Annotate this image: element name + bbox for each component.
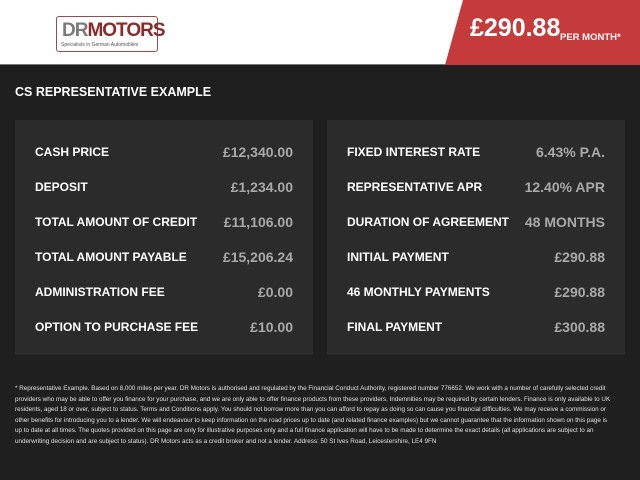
finance-row: 46 MONTHLY PAYMENTS £290.88 xyxy=(347,282,605,302)
finance-label: INITIAL PAYMENT xyxy=(347,250,449,264)
monthly-price: £290.88 xyxy=(470,14,561,42)
finance-row: ADMINISTRATION FEE £0.00 xyxy=(35,282,293,302)
disclaimer-text: * Representative Example. Based on 8,000… xyxy=(15,385,611,445)
finance-label: FIXED INTEREST RATE xyxy=(347,145,481,159)
finance-label: REPRESENTATIVE APR xyxy=(347,180,483,194)
finance-value: 48 MONTHS xyxy=(524,214,605,230)
price-banner xyxy=(445,0,640,65)
finance-row: CASH PRICE £12,340.00 xyxy=(35,142,293,162)
finance-label: FINAL PAYMENT xyxy=(347,320,443,334)
finance-label: 46 MONTHLY PAYMENTS xyxy=(347,285,490,299)
dr-motors-logo[interactable]: DRMOTORS Specialists in German Automobil… xyxy=(56,16,166,52)
per-month-label: PER MONTH* xyxy=(560,32,621,43)
finance-value: £15,206.24 xyxy=(222,249,293,265)
finance-row: TOTAL AMOUNT OF CREDIT £11,106.00 xyxy=(35,212,293,232)
finance-value: £290.88 xyxy=(554,284,605,300)
finance-panel-right: FIXED INTEREST RATE 6.43% P.A. REPRESENTAT… xyxy=(327,120,625,355)
header: DRMOTORS Specialists in German Automobil… xyxy=(0,0,640,65)
finance-value: 12.40% APR xyxy=(524,179,605,195)
finance-panel-left: CASH PRICE £12,340.00 DEPOSIT £1,234.00 TOTA… xyxy=(15,120,313,355)
finance-row: FIXED INTEREST RATE 6.43% P.A. xyxy=(347,142,605,162)
finance-value: £12,340.00 xyxy=(222,144,293,160)
finance-label: CASH PRICE xyxy=(35,145,110,159)
finance-label: DEPOSIT xyxy=(35,180,88,194)
finance-row: INITIAL PAYMENT £290.88 xyxy=(347,247,605,267)
finance-value: £0.00 xyxy=(257,284,293,300)
finance-label: OPTION TO PURCHASE FEE xyxy=(35,320,199,334)
finance-value: £11,106.00 xyxy=(223,214,293,230)
finance-label: TOTAL AMOUNT PAYABLE xyxy=(35,250,187,264)
finance-row: DEPOSIT £1,234.00 xyxy=(35,177,293,197)
finance-row: DURATION OF AGREEMENT 48 MONTHS xyxy=(347,212,605,232)
finance-row: FINAL PAYMENT £300.88 xyxy=(347,317,605,337)
finance-value: £1,234.00 xyxy=(230,179,293,195)
finance-label: ADMINISTRATION FEE xyxy=(35,285,165,299)
finance-row: REPRESENTATIVE APR 12.40% APR xyxy=(347,177,605,197)
finance-row: TOTAL AMOUNT PAYABLE £15,206.24 xyxy=(35,247,293,267)
finance-value: 6.43% P.A. xyxy=(535,144,605,160)
finance-label: TOTAL AMOUNT OF CREDIT xyxy=(35,215,198,229)
finance-value: £290.88 xyxy=(554,249,605,265)
logo-tagline: Specialists in German Automobiles xyxy=(61,42,139,48)
section-title: CS REPRESENTATIVE EXAMPLE xyxy=(15,85,212,99)
finance-value: £10.00 xyxy=(250,319,293,335)
finance-value: £300.88 xyxy=(554,319,605,335)
finance-label: DURATION OF AGREEMENT xyxy=(347,215,509,229)
finance-row: OPTION TO PURCHASE FEE £10.00 xyxy=(35,317,293,337)
